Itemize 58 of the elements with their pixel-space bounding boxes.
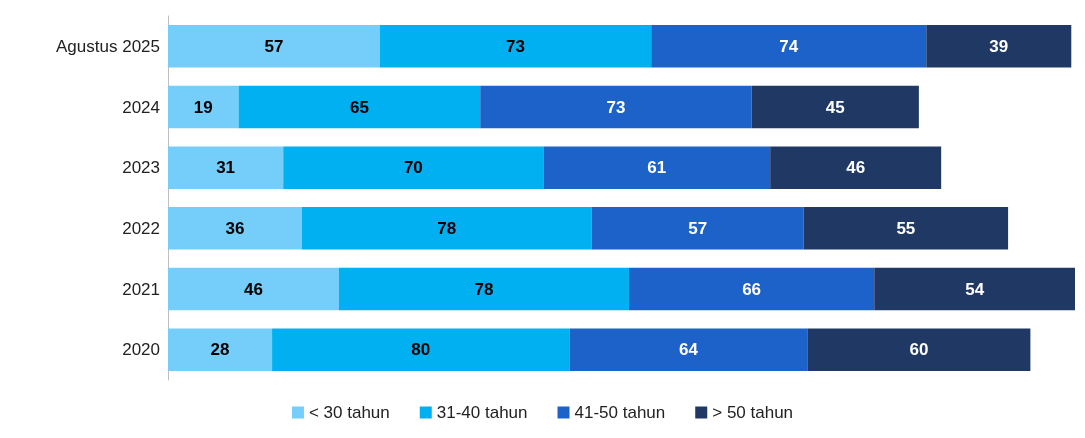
- bar: [751, 85, 919, 129]
- bar: [168, 25, 380, 68]
- bar: [168, 328, 273, 371]
- bar: [272, 328, 570, 371]
- y-tick-label: 2023: [122, 158, 160, 178]
- bar: [807, 328, 1031, 371]
- bar: [874, 267, 1075, 311]
- data-label: 28: [210, 340, 230, 360]
- data-label: 65: [349, 97, 369, 117]
- data-label: 80: [411, 340, 431, 360]
- bar: [168, 85, 239, 129]
- y-tick-label: Agustus 2025: [56, 36, 160, 56]
- bar: [591, 207, 804, 250]
- data-label: 78: [437, 218, 457, 238]
- bar: [168, 267, 339, 311]
- data-label: 55: [896, 218, 916, 238]
- bar: [926, 25, 1072, 68]
- y-tick-label: 2022: [122, 218, 160, 238]
- bar: [569, 328, 808, 371]
- data-label: 61: [647, 158, 667, 178]
- data-label: 57: [264, 36, 284, 56]
- data-label: 74: [779, 36, 799, 56]
- bar: [283, 146, 544, 189]
- bar: [803, 207, 1009, 250]
- legend-label: 31-40 tahun: [436, 403, 528, 422]
- bar: [301, 207, 592, 250]
- data-label: 73: [506, 36, 526, 56]
- bar: [543, 146, 771, 189]
- bar: [168, 207, 302, 250]
- data-label: 46: [846, 158, 866, 178]
- data-label: 78: [474, 279, 494, 299]
- data-label: 39: [989, 36, 1009, 56]
- y-tick-label: 2020: [122, 340, 160, 360]
- bar: [480, 85, 752, 129]
- data-label: 46: [244, 279, 263, 299]
- data-label: 31: [216, 158, 236, 178]
- legend-label: > 50 tahun: [712, 403, 794, 422]
- data-label: 19: [193, 97, 213, 117]
- data-label: 64: [678, 340, 699, 360]
- bar: [379, 25, 652, 68]
- data-label: 66: [742, 279, 762, 299]
- y-tick-label: 2024: [122, 97, 160, 117]
- bar: [238, 85, 481, 129]
- data-label: 70: [403, 158, 423, 178]
- bar: [628, 267, 875, 311]
- bar: [770, 146, 942, 189]
- data-label: 57: [688, 218, 708, 238]
- bar: [338, 267, 629, 311]
- bar: [168, 146, 284, 189]
- data-label: 45: [825, 97, 845, 117]
- legend-label: < 30 tahun: [308, 403, 390, 422]
- legend-label: 41-50 tahun: [574, 403, 666, 422]
- data-label: 73: [606, 97, 626, 117]
- bar: [651, 25, 927, 68]
- data-label: 60: [909, 340, 929, 360]
- data-label: 54: [965, 279, 985, 299]
- y-tick-label: 2021: [122, 279, 160, 299]
- data-label: 36: [225, 218, 245, 238]
